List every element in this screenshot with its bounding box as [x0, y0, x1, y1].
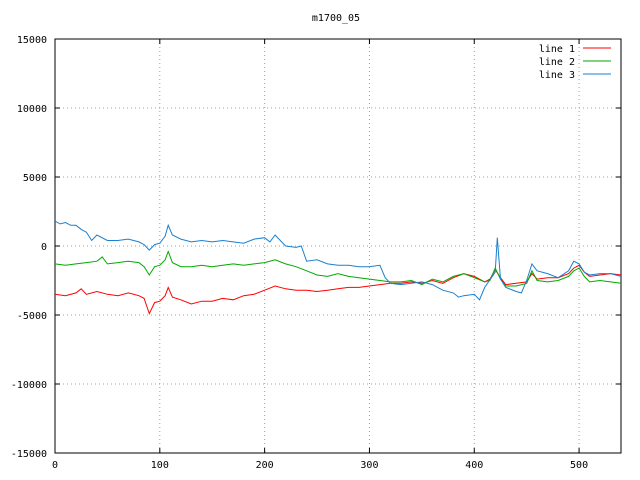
legend-label-2: line 2: [539, 57, 575, 68]
x-tick-label: 0: [52, 460, 58, 471]
series-line-2: [54, 250, 622, 287]
x-tick-label: 100: [151, 460, 169, 471]
y-tick-label: 15000: [17, 35, 47, 46]
chart-title: m1700_05: [312, 13, 360, 24]
x-tick-label: 500: [570, 460, 588, 471]
x-tick-label: 300: [360, 460, 378, 471]
y-tick-label: 10000: [17, 104, 47, 115]
axes: 0 100 200 300 400 500 -15000 -10000 -5000 0 5000 10…: [11, 35, 622, 471]
legend-label-3: line 3: [539, 70, 575, 81]
legend-label-1: line 1: [539, 44, 575, 55]
plot-border: [54, 38, 622, 454]
y-tick-label: -15000: [11, 449, 47, 460]
series-line-3: [54, 220, 622, 301]
legend: line 1 line 2 line 3: [539, 44, 611, 81]
y-tick-label: -10000: [11, 380, 47, 391]
x-tick-label: 400: [465, 460, 483, 471]
series-line-1: [54, 264, 622, 315]
grid-lines: [55, 39, 621, 453]
y-tick-label: -5000: [17, 311, 47, 322]
y-tick-label: 0: [41, 242, 47, 253]
series-lines: [54, 220, 622, 315]
x-tick-label: 200: [256, 460, 274, 471]
y-tick-label: 5000: [23, 173, 47, 184]
